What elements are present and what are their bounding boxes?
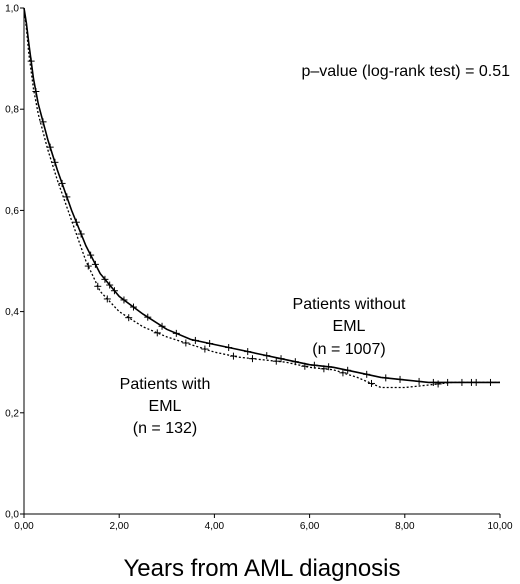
censor-mark-solid [206,339,214,347]
x-tick-label: 0,00 [14,521,34,532]
censor-mark-dotted [467,378,475,386]
censor-mark-solid [51,158,59,166]
group-without-label-line3: (n = 1007) [312,341,385,358]
censor-mark-solid [110,287,118,295]
censor-mark-solid [429,378,437,386]
group-without-label-line2: EML [333,318,366,335]
censor-mark-solid [129,303,137,311]
censor-mark-solid [444,378,452,386]
group-with-label-line1: Patients with [120,376,211,393]
censor-mark-solid [382,374,390,382]
censor-mark-solid [191,336,199,344]
censor-mark-solid [458,378,466,386]
censor-mark-solid [263,352,271,360]
censor-mark-solid [63,193,71,201]
y-tick-label: 0,2 [5,408,19,419]
censor-mark-solid [120,296,128,304]
censor-mark-dotted [248,355,256,363]
censor-mark-solid [172,329,180,337]
censor-mark-solid [310,361,318,369]
censor-mark-solid [46,143,54,151]
censor-mark-dotted [301,362,309,370]
x-tick-label: 4,00 [205,521,225,532]
group-without-label-line1: Patients without [293,296,407,313]
censor-mark-dotted [320,365,328,373]
censor-mark-solid [144,313,152,321]
censor-mark-solid [225,344,233,352]
x-tick-label: 6,00 [300,521,320,532]
censor-mark-solid [325,363,333,371]
censor-mark-dotted [103,295,111,303]
censor-mark-solid [244,348,252,356]
censor-mark-solid [91,260,99,268]
censor-mark-dotted [201,345,209,353]
censor-mark-solid [486,378,494,386]
censor-mark-solid [39,118,47,126]
censor-mark-solid [277,355,285,363]
censor-mark-dotted [229,352,237,360]
censor-mark-dotted [339,369,347,377]
censor-mark-solid [158,322,166,330]
y-tick-label: 0,8 [5,105,19,116]
censor-mark-dotted [182,339,190,347]
axes: 0,0 0,2 0,4 0,6 0,8 1,0 0,00 2,00 4,00 6,00 8,00 10… [5,4,513,533]
censor-mark-dotted [94,282,102,290]
censor-mark-solid [106,281,114,289]
censor-mark-solid [87,251,95,259]
group-with-label-line2: EML [149,398,182,415]
censor-mark-solid [363,370,371,378]
censor-mark-dotted [434,380,442,388]
x-tick-label: 2,00 [109,521,129,532]
y-tick-label: 0,4 [5,307,19,318]
y-tick-label: 0,6 [5,206,19,217]
censor-mark-solid [396,375,404,383]
censor-mark-solid [415,377,423,385]
y-tick-label: 0,0 [5,510,19,521]
censor-mark-solid [101,275,109,283]
censor-mark-dotted [367,379,375,387]
censor-mark-solid [344,366,352,374]
censor-mark-dotted [272,357,280,365]
censor-mark-solid [27,57,35,65]
x-tick-label: 10,00 [487,521,512,532]
censor-mark-solid [58,179,66,187]
censor-mark-dotted [125,314,133,322]
p-value-annotation: p–value (log-rank test) = 0.51 [301,63,510,80]
censor-mark-dotted [153,329,161,337]
censor-mark-solid [32,87,40,95]
x-tick-label: 8,00 [395,521,415,532]
censor-mark-dotted [84,262,92,270]
x-axis-label: Years from AML diagnosis [123,555,400,582]
y-tick-label: 1,0 [5,4,19,15]
censor-mark-solid [77,230,85,238]
censor-mark-solid [72,218,80,226]
censor-marks-layer [27,57,494,388]
censor-mark-solid [291,358,299,366]
group-with-label-line3: (n = 132) [133,420,197,437]
